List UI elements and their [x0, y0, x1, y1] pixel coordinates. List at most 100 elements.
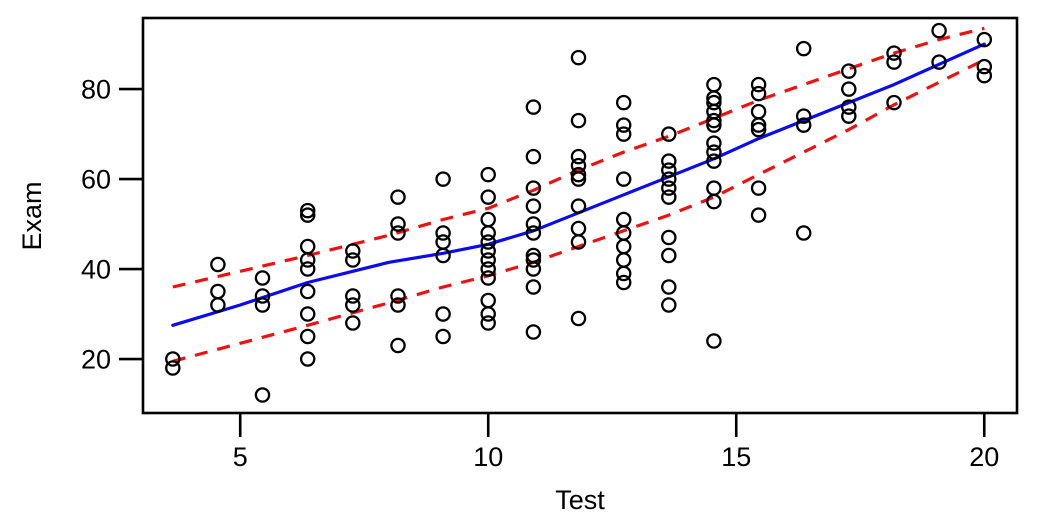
data-point	[750, 117, 767, 133]
data-point	[299, 328, 316, 345]
data-point	[750, 76, 767, 93]
data-point	[615, 117, 632, 133]
x-tick-label: 15	[721, 442, 751, 472]
data-point	[570, 148, 587, 165]
data-point	[480, 315, 496, 331]
data-point	[299, 351, 316, 367]
data-point	[886, 45, 902, 61]
data-point	[750, 207, 767, 223]
data-point	[706, 153, 722, 169]
data-point	[210, 283, 226, 300]
data-point	[615, 265, 632, 282]
data-point	[706, 94, 722, 111]
data-point	[750, 103, 767, 120]
data-point	[661, 279, 677, 295]
data-point	[210, 297, 226, 313]
data-point	[254, 387, 271, 403]
data-point	[299, 261, 316, 277]
data-point	[750, 180, 767, 196]
data-point	[841, 63, 857, 79]
data-point	[931, 54, 947, 70]
data-point	[345, 252, 361, 268]
x-tick-label: 5	[233, 442, 248, 472]
x-axis-label: Test	[555, 485, 605, 515]
data-point	[480, 252, 496, 268]
data-point	[570, 171, 587, 187]
data-point	[480, 243, 496, 259]
data-point	[706, 193, 722, 210]
data-point	[841, 99, 857, 115]
data-point	[525, 225, 542, 241]
data-point	[299, 306, 316, 322]
data-point	[750, 121, 767, 138]
data-point	[795, 225, 812, 241]
data-point	[615, 126, 632, 142]
lower-band-line	[172, 58, 986, 363]
data-point	[661, 189, 677, 205]
y-axis-label: Exam	[17, 181, 47, 250]
data-point	[661, 171, 677, 187]
data-point	[435, 247, 451, 264]
data-point	[661, 162, 677, 178]
upper-band-line	[172, 26, 985, 289]
data-point	[570, 234, 587, 250]
data-point	[345, 315, 361, 331]
data-point	[210, 256, 226, 273]
y-tick-label: 40	[81, 255, 111, 285]
data-point	[480, 292, 496, 309]
data-point	[841, 108, 857, 124]
data-point	[525, 324, 542, 340]
data-point	[345, 243, 361, 259]
x-axis-ticks: 5 10 15 20	[233, 413, 999, 472]
data-point	[254, 288, 271, 304]
data-point	[299, 207, 316, 223]
data-point	[706, 333, 722, 349]
y-tick-label: 20	[81, 345, 111, 375]
data-point	[570, 220, 587, 237]
data-point	[480, 261, 496, 277]
data-point	[570, 112, 587, 129]
data-point	[345, 297, 361, 313]
data-point	[661, 247, 677, 264]
data-point	[615, 211, 632, 228]
data-point	[570, 166, 587, 183]
data-point	[795, 40, 812, 57]
data-point	[661, 229, 677, 246]
data-point	[795, 117, 812, 133]
data-point	[299, 238, 316, 255]
data-point	[390, 189, 406, 205]
data-point	[525, 216, 542, 232]
data-point	[299, 283, 316, 300]
data-point	[615, 94, 632, 111]
data-point	[390, 288, 406, 304]
data-point	[706, 112, 722, 129]
data-point	[886, 54, 902, 70]
lowess-fit-line	[171, 42, 986, 327]
data-point	[841, 81, 857, 97]
data-point	[435, 225, 451, 241]
data-point	[976, 67, 993, 84]
data-point	[435, 328, 451, 345]
data-point	[525, 261, 542, 277]
data-point	[345, 288, 361, 304]
data-point	[480, 270, 496, 286]
data-point	[661, 297, 677, 313]
data-point	[165, 360, 181, 376]
data-point	[931, 22, 947, 39]
data-point	[706, 144, 722, 160]
data-point	[299, 202, 316, 219]
data-point	[390, 337, 406, 354]
data-point	[615, 274, 632, 291]
data-point	[480, 306, 496, 322]
data-point	[706, 135, 722, 151]
data-point	[661, 180, 677, 196]
data-point	[480, 211, 496, 228]
data-point	[615, 252, 632, 268]
data-point	[570, 310, 587, 327]
data-point	[390, 216, 406, 232]
data-point	[976, 58, 993, 75]
data-point	[976, 31, 993, 48]
data-point	[390, 297, 406, 313]
plot-frame	[141, 16, 1019, 415]
